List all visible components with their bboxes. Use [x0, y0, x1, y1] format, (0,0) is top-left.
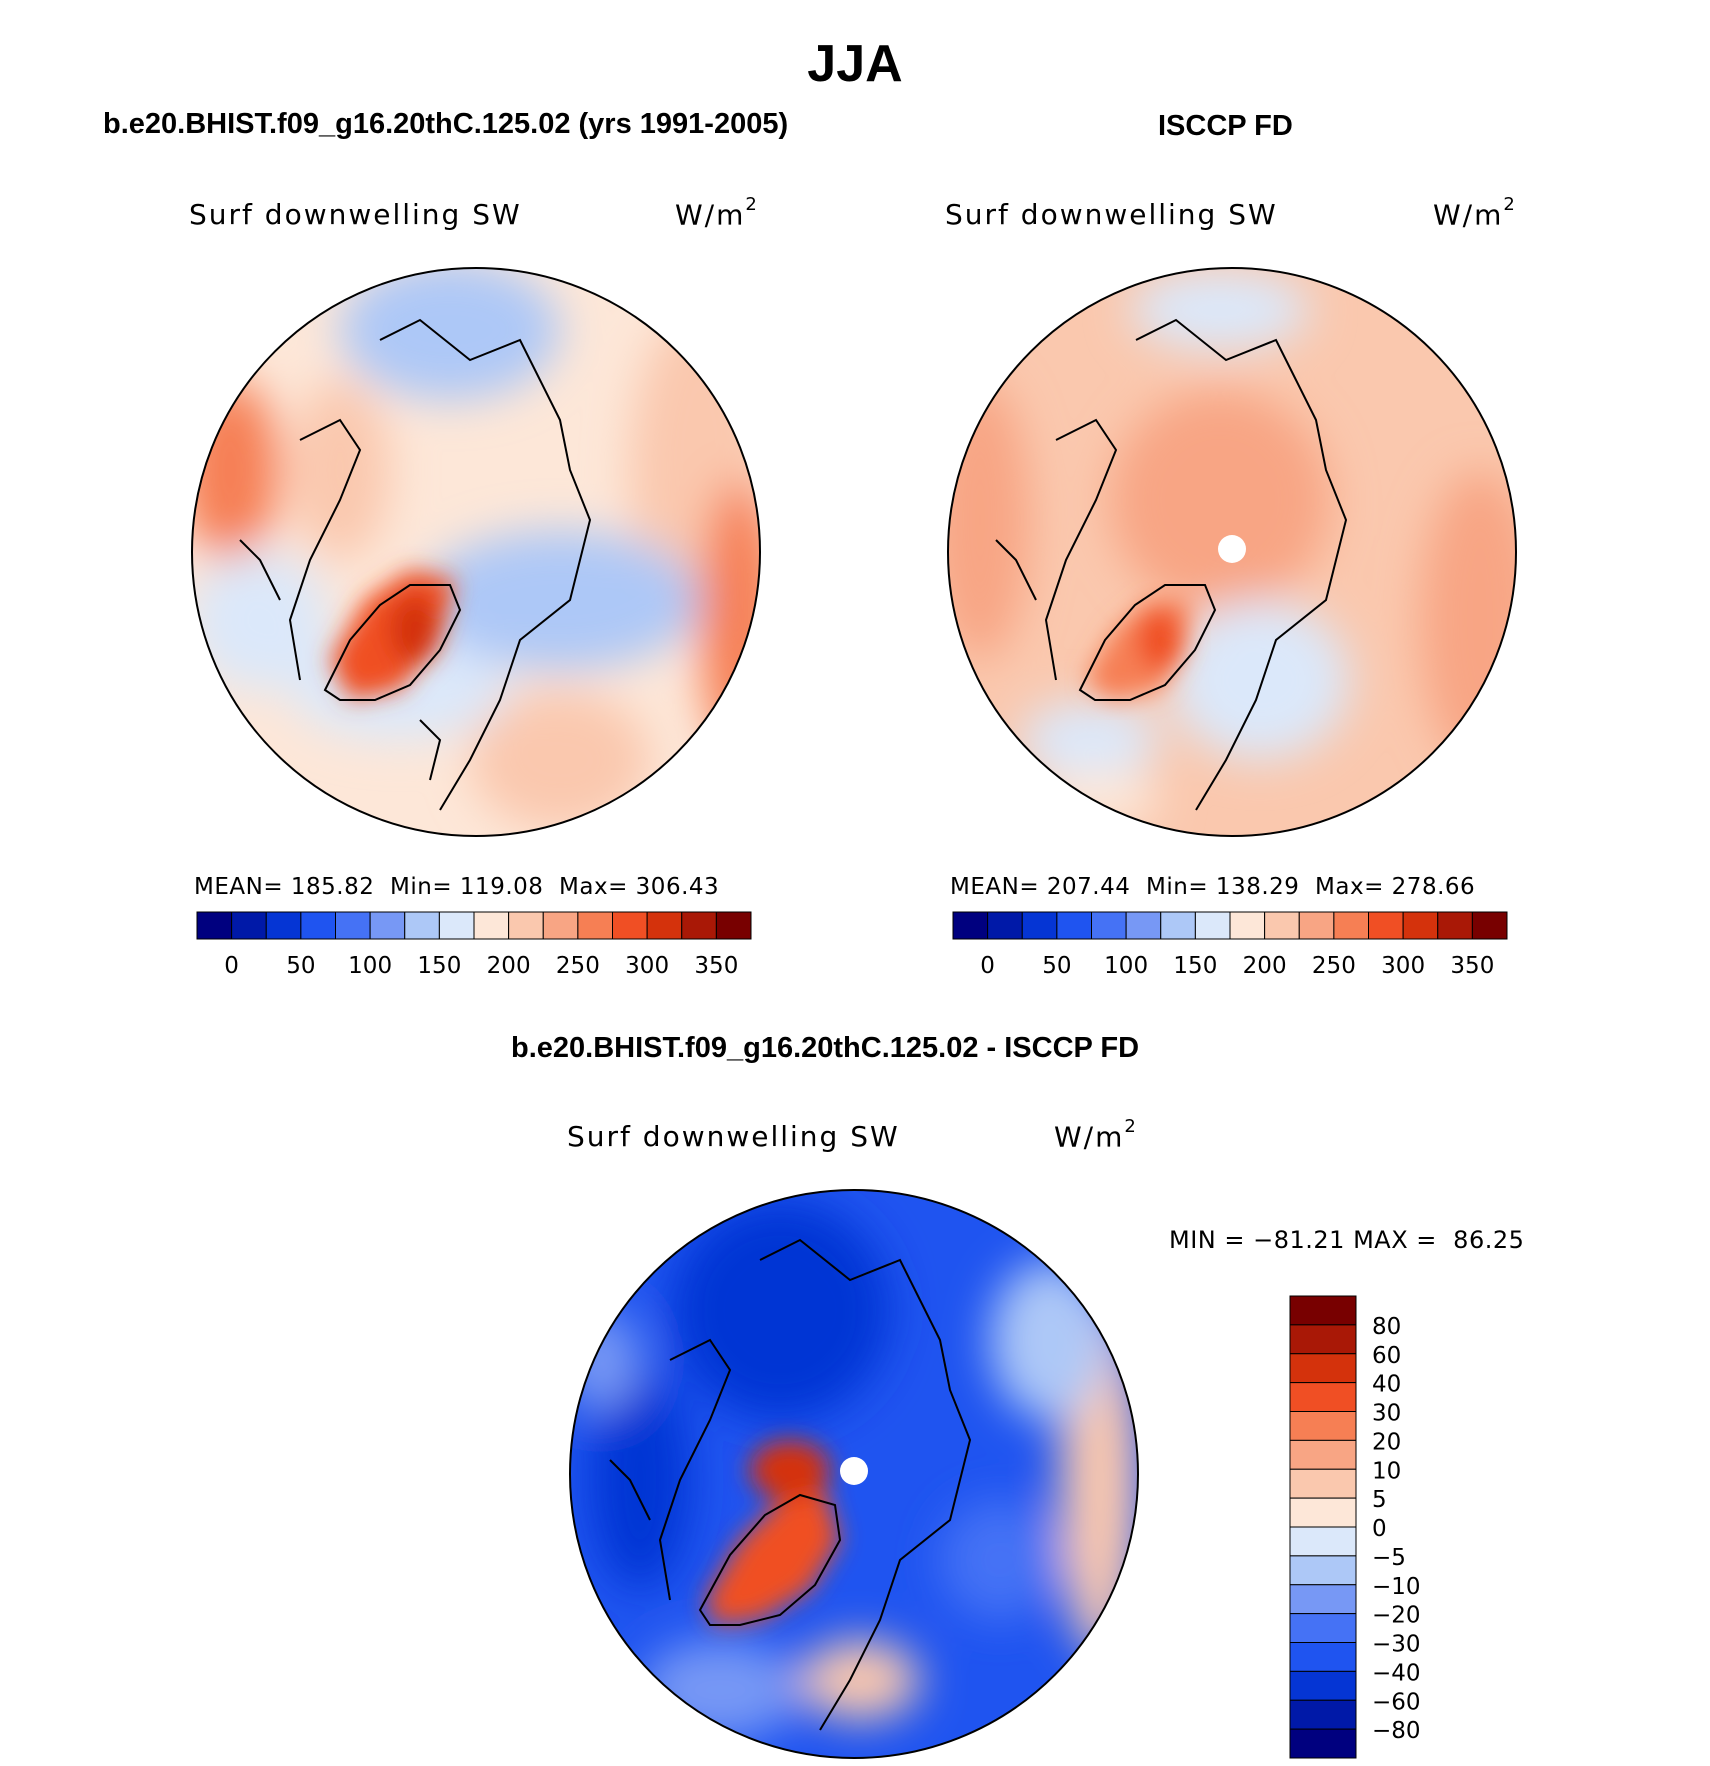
panel-3-colorbar-tick-label: 10	[1372, 1458, 1401, 1484]
panel-1-colorbar-tick-label: 300	[625, 953, 669, 979]
panel-2-colorbar-swatch	[1021, 911, 1058, 940]
panel-3-colorbar-tick-label: 20	[1372, 1429, 1401, 1455]
panel-2-colorbar-swatch	[1194, 911, 1231, 940]
panel-3-colorbar-tick-label: −5	[1372, 1545, 1406, 1571]
panel-2-units: W/m2	[1433, 194, 1515, 232]
panel-1-colorbar: 0 50 100 150 200 250 300 350	[196, 911, 752, 979]
panel-3-colorbar-tick-label: 30	[1372, 1401, 1401, 1427]
panel-2-colorbar-swatch	[1091, 911, 1127, 940]
panel-1-colorbar-tick-label: 100	[348, 953, 392, 979]
panel-3-colorbar-tick-label: −30	[1372, 1632, 1421, 1658]
panel-2-variable-label: Surf downwelling SW	[945, 198, 1278, 231]
panel-2-colorbar-tick-label: 300	[1381, 953, 1425, 979]
panel-2-colorbar-tick-label: 250	[1312, 953, 1356, 979]
panel-1-colorbar-tick-label: 350	[694, 953, 738, 979]
panel-3-colorbar-swatch	[1289, 1584, 1357, 1615]
panel-2-colorbar-tick-label: 100	[1104, 953, 1148, 979]
panel-3-colorbar-swatch	[1289, 1324, 1357, 1355]
panel-1-variable-label: Surf downwelling SW	[189, 198, 522, 231]
panel-2-title: ISCCP FD	[1158, 110, 1293, 142]
figure-title: JJA	[807, 35, 903, 93]
panel-1-colorbar-swatch	[404, 911, 440, 940]
panel-2-colorbar-swatch	[1056, 911, 1092, 940]
panel-1-colorbar-swatch	[577, 911, 613, 940]
panel-1-colorbar-tick-label: 50	[286, 953, 315, 979]
panel-1-colorbar-tick-label: 200	[487, 953, 531, 979]
panel-3-units: W/m2	[1054, 1116, 1136, 1154]
panel-3-stats: MIN = −81.21 MAX = 86.25	[1169, 1226, 1525, 1254]
panel-1-stats: MEAN= 185.82 Min= 119.08 Max= 306.43	[194, 874, 720, 900]
panel-2-colorbar: 0 50 100 150 200 250 300 350	[952, 911, 1508, 979]
panel-1-colorbar-swatch	[508, 911, 544, 940]
panel-3-colorbar-swatch	[1289, 1613, 1357, 1643]
panel-1-colorbar-swatch	[300, 911, 336, 940]
panel-1-colorbar-tick-label: 0	[224, 953, 239, 979]
panel-3-colorbar-swatch	[1289, 1468, 1357, 1499]
panel-3-colorbar-swatch	[1289, 1295, 1357, 1326]
panel-1-colorbar-swatch	[231, 911, 267, 940]
panel-1-colorbar-swatch	[335, 911, 371, 940]
panel-1-units: W/m2	[675, 194, 757, 232]
panel-2-stats: MEAN= 207.44 Min= 138.29 Max= 278.66	[950, 874, 1476, 900]
panel-3-colorbar-swatch	[1289, 1642, 1357, 1672]
panel-3-colorbar-swatch	[1289, 1497, 1357, 1528]
panel-2-colorbar-swatch	[1298, 911, 1335, 940]
panel-1-title: b.e20.BHIST.f09_g16.20thC.125.02 (yrs 19…	[103, 108, 789, 140]
panel-3-colorbar-tick-label: −10	[1372, 1574, 1421, 1600]
panel-2-colorbar-swatch	[1229, 911, 1266, 940]
panel-1-colorbar-tick-label: 250	[556, 953, 600, 979]
panel-2-colorbar-swatch	[1264, 911, 1300, 940]
panel-3-colorbar-swatch	[1289, 1353, 1357, 1384]
panel-3-colorbar-tick-label: 60	[1372, 1343, 1401, 1369]
panel-2-colorbar-swatch	[1333, 911, 1369, 940]
panel-2-colorbar-tick-label: 50	[1042, 953, 1071, 979]
panel-3-colorbar-tick-label: 5	[1372, 1487, 1387, 1513]
panel-1-colorbar-swatch	[681, 911, 717, 940]
panel-3-colorbar-swatch	[1289, 1699, 1357, 1730]
panel-3-colorbar-tick-label: 0	[1372, 1516, 1387, 1542]
panel-1-colorbar-swatch	[369, 911, 406, 940]
panel-3-colorbar-tick-label: 40	[1372, 1372, 1401, 1398]
panel-3-colorbar-swatch	[1289, 1670, 1357, 1701]
panel-2-colorbar-swatch	[1160, 911, 1196, 940]
panel-2-colorbar-tick-label: 200	[1243, 953, 1287, 979]
panel-3-colorbar-swatch	[1289, 1728, 1357, 1759]
panel-3-colorbar-swatch	[1289, 1382, 1357, 1412]
panel-2-colorbar-swatch	[1437, 911, 1473, 940]
panel-3-colorbar-swatch	[1289, 1411, 1357, 1441]
panel-3-colorbar-swatch	[1289, 1439, 1357, 1470]
panel-3-colorbar-tick-label: 80	[1372, 1314, 1401, 1340]
panel-2-colorbar-tick-label: 150	[1173, 953, 1217, 979]
panel-1-colorbar-tick-label: 150	[417, 953, 461, 979]
panel-3-colorbar-tick-label: −20	[1372, 1603, 1421, 1629]
panel-1-colorbar-swatch	[542, 911, 579, 940]
panel-3-title: b.e20.BHIST.f09_g16.20thC.125.02 - ISCCP…	[511, 1032, 1140, 1064]
panel-3-colorbar-swatch	[1289, 1555, 1357, 1586]
panel-2-colorbar-tick-label: 350	[1450, 953, 1494, 979]
panel-3-colorbar-tick-label: −40	[1372, 1660, 1421, 1686]
panel-1-colorbar-swatch	[646, 911, 683, 940]
panel-3-colorbar-tick-label: −60	[1372, 1689, 1421, 1715]
panel-3-colorbar-tick-label: −80	[1372, 1718, 1421, 1744]
panel-3-variable-label: Surf downwelling SW	[567, 1120, 900, 1153]
panel-1-colorbar-swatch	[715, 911, 752, 940]
panel-2-colorbar-swatch	[952, 911, 989, 940]
panel-2-colorbar-tick-label: 0	[980, 953, 995, 979]
panel-2-colorbar-swatch	[987, 911, 1023, 940]
panel-3-colorbar-swatch	[1289, 1526, 1357, 1557]
panel-2-colorbar-swatch	[1471, 911, 1508, 940]
